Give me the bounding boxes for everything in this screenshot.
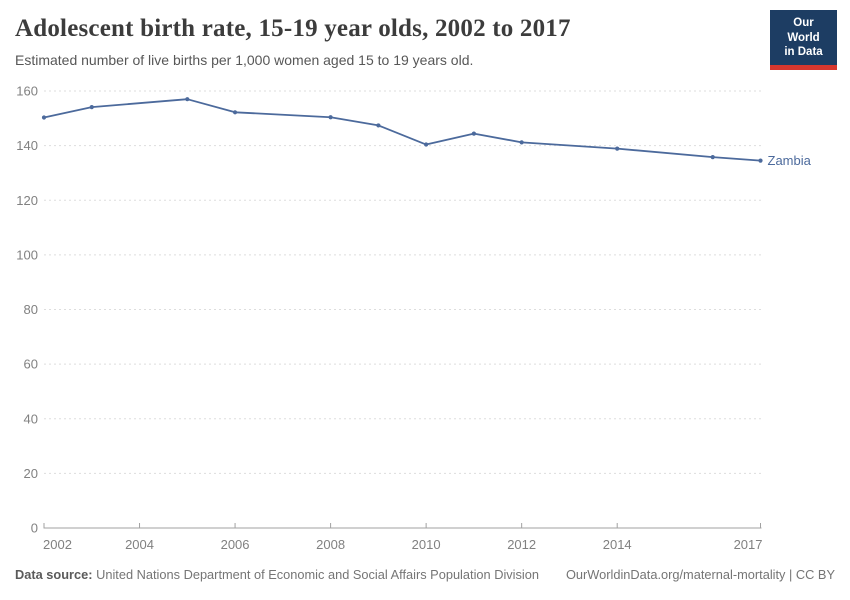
data-point-zambia-2014 [615,146,620,151]
data-point-zambia-2012 [519,140,524,145]
y-tick-label-60: 60 [24,357,38,372]
x-tick-label-2008: 2008 [316,537,345,552]
series-line-zambia [43,98,761,162]
data-point-zambia-2002 [41,115,47,120]
x-tick-label-2017: 2017 [734,537,763,552]
data-point-zambia-2005 [185,97,190,102]
data-point-zambia-2016 [710,154,715,160]
y-tick-label-0: 0 [31,521,38,536]
y-tick-label-140: 140 [16,138,38,153]
y-tick-label-120: 120 [16,193,38,208]
data-point-zambia-2008 [328,115,333,120]
y-tick-label-100: 100 [16,247,38,262]
data-source-text: United Nations Department of Economic an… [96,567,540,582]
x-tick-label-2002: 2002 [43,537,72,552]
y-tick-label-20: 20 [24,466,38,481]
x-tick-label-2012: 2012 [507,537,536,552]
data-point-zambia-2017 [758,158,763,163]
y-tick-label-160: 160 [16,84,38,99]
data-point-zambia-2009 [376,123,381,128]
data-source-note: Data source: United Nations Department o… [15,567,539,582]
data-point-zambia-2010 [424,142,429,147]
chart-footer: Data source: United Nations Department o… [0,567,850,582]
data-point-zambia-2003 [89,105,94,110]
series-label-zambia: Zambia [768,153,812,168]
attribution-link[interactable]: OurWorldinData.org/maternal-mortality | … [565,567,835,582]
page-title: Adolescent birth rate, 15-19 year olds, … [15,15,571,42]
y-tick-label-40: 40 [24,411,38,426]
owid-logo: Our World in Data [770,10,837,71]
data-point-zambia-2006 [232,110,238,115]
data-point-zambia-2011 [471,131,476,136]
y-tick-label-80: 80 [24,302,38,317]
x-tick-label-2004: 2004 [125,537,154,552]
chart-subtitle: Estimated number of live births per 1,00… [15,52,474,68]
x-tick-label-2014: 2014 [603,537,632,552]
x-tick-label-2006: 2006 [221,537,250,552]
data-source-label: Data source: [15,567,93,582]
owid-logo-line1: Our World [787,17,820,44]
x-tick-label-2010: 2010 [412,537,441,552]
owid-logo-line2: in Data [784,46,823,59]
